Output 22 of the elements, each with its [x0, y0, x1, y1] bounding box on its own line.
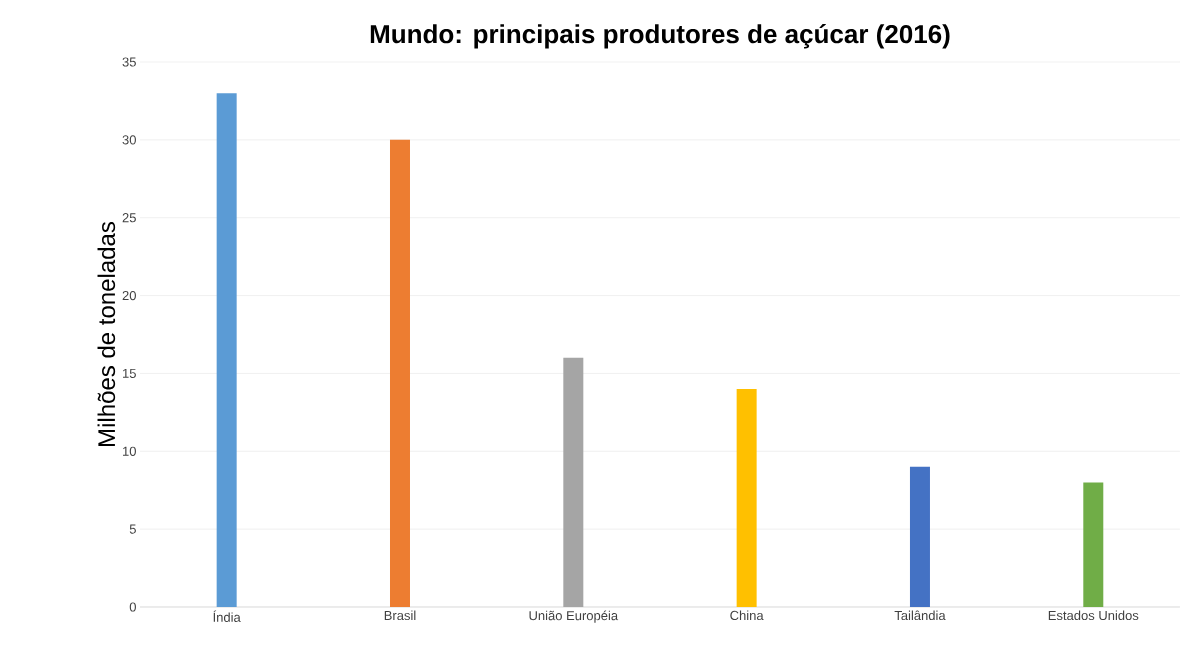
bar	[563, 357, 584, 607]
bar	[389, 139, 410, 607]
y-tick-label: 0	[129, 602, 136, 612]
y-tick-label: 30	[122, 135, 136, 145]
chart-title: Mundo: principais produtores de açúcar (2016)	[370, 24, 950, 49]
y-tick-label: 35	[122, 57, 136, 67]
x-tick-label: Tailândia	[894, 610, 946, 621]
bar	[909, 466, 930, 607]
x-tick-label: União Européia	[529, 610, 619, 623]
x-tick-label: Brasil	[384, 610, 416, 621]
y-tick-label: 20	[122, 290, 136, 301]
y-tick-label: 5	[129, 524, 136, 534]
y-axis-title: Milhões de toneladas	[97, 222, 116, 446]
y-tick-label: 15	[123, 368, 136, 378]
x-tick-label: Índia	[213, 610, 241, 622]
y-tick-label: 10	[123, 446, 136, 456]
x-tick-label: China	[730, 610, 764, 621]
x-tick-label: Estados Unidos	[1048, 610, 1139, 621]
y-tick-label: 25	[122, 213, 136, 223]
bar	[1083, 482, 1104, 607]
bar	[216, 93, 237, 607]
bar	[736, 389, 757, 607]
